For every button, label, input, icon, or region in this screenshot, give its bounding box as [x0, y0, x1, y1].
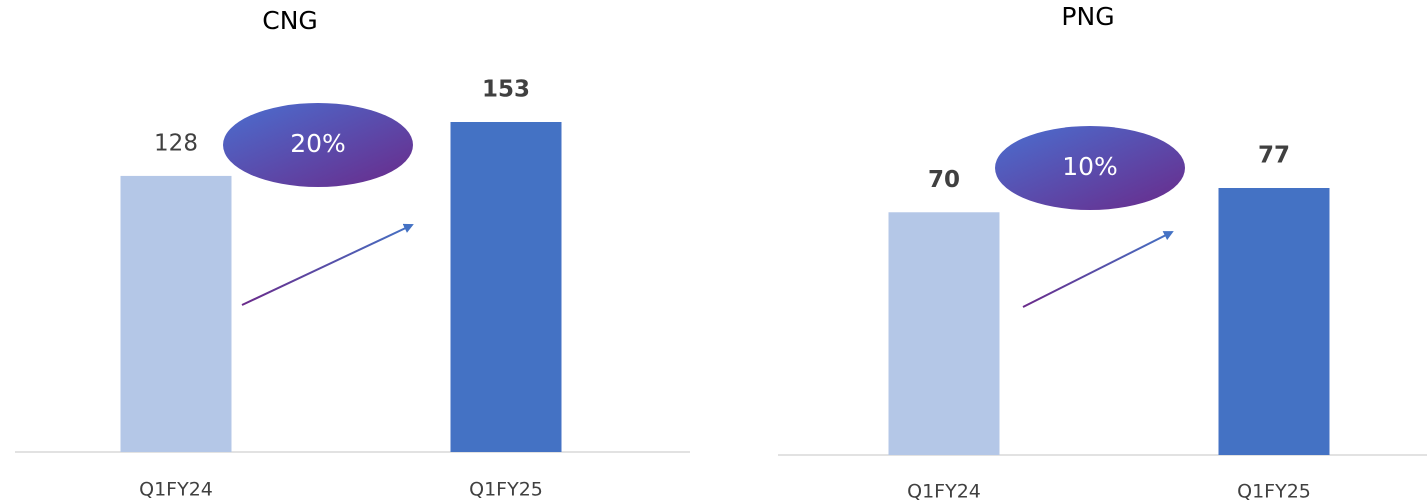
value-label: 70: [928, 167, 960, 193]
bar: [888, 212, 1000, 455]
bar: [450, 122, 562, 452]
x-tick-label: Q1FY25: [1237, 481, 1311, 503]
growth-label: 10%: [1062, 152, 1118, 181]
bar: [120, 175, 232, 452]
x-tick-label: Q1FY24: [139, 479, 213, 501]
growth-arrow: [241, 223, 414, 306]
growth-arrow: [1022, 231, 1174, 308]
chart-title: PNG: [1061, 2, 1114, 31]
chart-title: CNG: [262, 6, 318, 35]
x-tick-label: Q1FY25: [469, 479, 543, 501]
value-label: 77: [1258, 143, 1290, 169]
value-label: 128: [154, 130, 198, 156]
growth-bubble: [223, 103, 413, 187]
x-tick-label: Q1FY24: [907, 481, 981, 503]
growth-bubble: [995, 126, 1185, 210]
value-label: 153: [482, 77, 530, 103]
bar: [1218, 188, 1330, 455]
growth-label: 20%: [290, 129, 346, 158]
